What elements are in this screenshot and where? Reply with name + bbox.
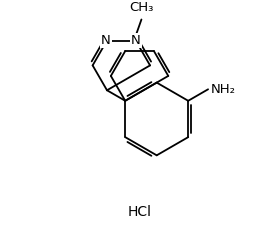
Text: N: N	[131, 34, 141, 47]
Text: HCl: HCl	[127, 205, 152, 219]
Text: N: N	[101, 34, 111, 47]
Text: NH₂: NH₂	[211, 83, 236, 96]
Text: CH₃: CH₃	[129, 1, 154, 14]
